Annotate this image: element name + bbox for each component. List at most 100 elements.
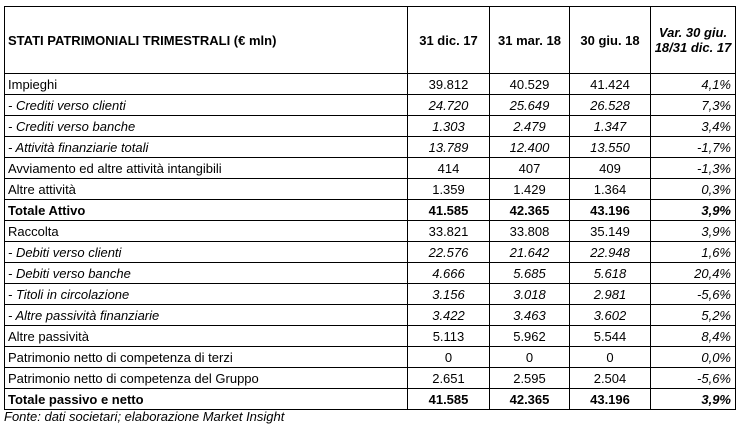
cell-jun18: 1.364: [569, 178, 651, 200]
cell-dec17: 4.666: [407, 262, 490, 284]
row-label: Altre passività: [4, 325, 408, 347]
cell-dec17: 3.422: [407, 304, 490, 326]
cell-dec17: 5.113: [407, 325, 490, 347]
cell-variation: 0,3%: [650, 178, 736, 200]
cell-jun18: 41.424: [569, 73, 651, 95]
cell-mar18: 21.642: [489, 241, 570, 263]
cell-variation: -5,6%: [650, 367, 736, 389]
cell-dec17: 1.359: [407, 178, 490, 200]
row-label: Impieghi: [4, 73, 408, 95]
row-label: - Titoli in circolazione: [4, 283, 408, 305]
cell-mar18: 40.529: [489, 73, 570, 95]
cell-dec17: 39.812: [407, 73, 490, 95]
cell-mar18: 5.962: [489, 325, 570, 347]
cell-variation: 5,2%: [650, 304, 736, 326]
cell-dec17: 33.821: [407, 220, 490, 242]
cell-jun18: 43.196: [569, 388, 651, 410]
table-row: - Debiti verso banche 4.666 5.685 5.618 20,4…: [4, 262, 736, 284]
cell-jun18: 2.981: [569, 283, 651, 305]
row-label: - Attività finanziarie totali: [4, 136, 408, 158]
cell-variation: -1,7%: [650, 136, 736, 158]
header-col-dec17: 31 dic. 17: [407, 6, 490, 74]
table-row: - Attività finanziarie totali 13.789 12.40…: [4, 136, 736, 158]
header-col-mar18: 31 mar. 18: [489, 6, 570, 74]
cell-dec17: 41.585: [407, 388, 490, 410]
cell-variation: -5,6%: [650, 283, 736, 305]
cell-jun18: 2.504: [569, 367, 651, 389]
cell-variation: 8,4%: [650, 325, 736, 347]
cell-jun18: 43.196: [569, 199, 651, 221]
row-label: - Crediti verso banche: [4, 115, 408, 137]
cell-mar18: 42.365: [489, 199, 570, 221]
table-row: Patrimonio netto di competenza di terzi 0…: [4, 346, 736, 368]
cell-variation: 4,1%: [650, 73, 736, 95]
cell-dec17: 2.651: [407, 367, 490, 389]
cell-jun18: 22.948: [569, 241, 651, 263]
cell-dec17: 1.303: [407, 115, 490, 137]
table-row: - Crediti verso clienti 24.720 25.649 26.52…: [4, 94, 736, 116]
cell-variation: 3,4%: [650, 115, 736, 137]
header-label: STATI PATRIMONIALI TRIMESTRALI (€ mln): [4, 6, 408, 74]
cell-variation: 20,4%: [650, 262, 736, 284]
balance-sheet-wrapper: STATI PATRIMONIALI TRIMESTRALI (€ mln) 3…: [4, 6, 736, 410]
cell-jun18: 5.544: [569, 325, 651, 347]
row-label: Patrimonio netto di competenza del Grupp…: [4, 367, 408, 389]
table-body: Impieghi 39.812 40.529 41.424 4,1% - Crediti …: [4, 73, 736, 410]
cell-jun18: 26.528: [569, 94, 651, 116]
cell-jun18: 13.550: [569, 136, 651, 158]
cell-jun18: 35.149: [569, 220, 651, 242]
table-row: Impieghi 39.812 40.529 41.424 4,1%: [4, 73, 736, 95]
cell-dec17: 13.789: [407, 136, 490, 158]
cell-dec17: 0: [407, 346, 490, 368]
cell-variation: 7,3%: [650, 94, 736, 116]
row-label: - Debiti verso clienti: [4, 241, 408, 263]
cell-mar18: 33.808: [489, 220, 570, 242]
header-col-variation: Var. 30 giu. 18/31 dic. 17: [650, 6, 736, 74]
table-header-row: STATI PATRIMONIALI TRIMESTRALI (€ mln) 3…: [4, 6, 736, 74]
table-row: Totale Attivo 41.585 42.365 43.196 3,9%: [4, 199, 736, 221]
row-label: Raccolta: [4, 220, 408, 242]
cell-mar18: 1.429: [489, 178, 570, 200]
cell-variation: -1,3%: [650, 157, 736, 179]
source-note: Fonte: dati societari; elaborazione Mark…: [4, 409, 285, 424]
table-row: - Debiti verso clienti 22.576 21.642 22.948…: [4, 241, 736, 263]
cell-jun18: 3.602: [569, 304, 651, 326]
row-label: Totale Attivo: [4, 199, 408, 221]
cell-jun18: 0: [569, 346, 651, 368]
table-row: - Crediti verso banche 1.303 2.479 1.347 3,4…: [4, 115, 736, 137]
cell-mar18: 25.649: [489, 94, 570, 116]
row-label: Avviamento ed altre attività intangibili: [4, 157, 408, 179]
cell-dec17: 22.576: [407, 241, 490, 263]
cell-mar18: 0: [489, 346, 570, 368]
cell-variation: 0,0%: [650, 346, 736, 368]
cell-mar18: 42.365: [489, 388, 570, 410]
cell-mar18: 407: [489, 157, 570, 179]
table-row: Avviamento ed altre attività intangibili…: [4, 157, 736, 179]
cell-mar18: 5.685: [489, 262, 570, 284]
row-label: Patrimonio netto di competenza di terzi: [4, 346, 408, 368]
cell-mar18: 2.479: [489, 115, 570, 137]
cell-dec17: 24.720: [407, 94, 490, 116]
cell-jun18: 1.347: [569, 115, 651, 137]
cell-jun18: 5.618: [569, 262, 651, 284]
cell-variation: 3,9%: [650, 220, 736, 242]
table-row: Altre attività 1.359 1.429 1.364 0,3%: [4, 178, 736, 200]
cell-mar18: 3.463: [489, 304, 570, 326]
cell-variation: 1,6%: [650, 241, 736, 263]
cell-mar18: 12.400: [489, 136, 570, 158]
cell-jun18: 409: [569, 157, 651, 179]
table-row: Raccolta 33.821 33.808 35.149 3,9%: [4, 220, 736, 242]
row-label: - Debiti verso banche: [4, 262, 408, 284]
cell-dec17: 414: [407, 157, 490, 179]
table-row: Totale passivo e netto 41.585 42.365 43.196…: [4, 388, 736, 410]
row-label: - Altre passività finanziarie: [4, 304, 408, 326]
table-row: - Altre passività finanziarie 3.422 3.463 3…: [4, 304, 736, 326]
table-row: Altre passività 5.113 5.962 5.544 8,4%: [4, 325, 736, 347]
table-row: Patrimonio netto di competenza del Grupp…: [4, 367, 736, 389]
balance-sheet-table: STATI PATRIMONIALI TRIMESTRALI (€ mln) 3…: [4, 6, 736, 410]
table-row: - Titoli in circolazione 3.156 3.018 2.981-…: [4, 283, 736, 305]
row-label: - Crediti verso clienti: [4, 94, 408, 116]
cell-variation: 3,9%: [650, 199, 736, 221]
header-col-jun18: 30 giu. 18: [569, 6, 651, 74]
cell-mar18: 3.018: [489, 283, 570, 305]
